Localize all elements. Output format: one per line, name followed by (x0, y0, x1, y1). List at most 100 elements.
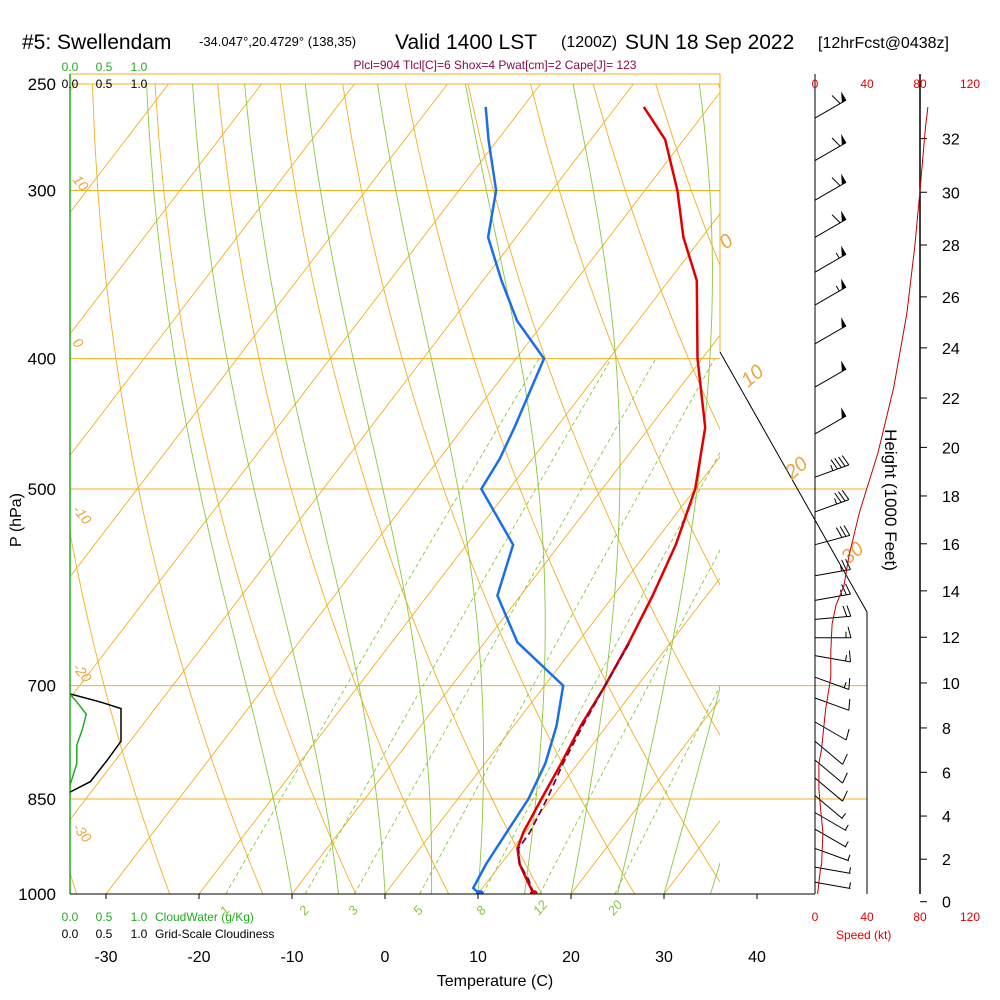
zulu-time: (1200Z) (561, 34, 617, 51)
height-tick-6: 6 (942, 765, 951, 782)
wind-speed-line (817, 106, 929, 895)
height-profile-outline (719, 351, 868, 894)
wind-barb-flag (834, 492, 842, 503)
cloudiness-bottom-tick-0: 0.0 (62, 927, 79, 941)
wind-barb-pennant (841, 133, 847, 146)
mixing-ratio-label-8: 8 (473, 902, 490, 918)
temp-tick-10: 10 (469, 949, 487, 966)
isotherm-label-left-2: -10 (70, 502, 95, 528)
moist-adiabat-0 (244, 83, 386, 894)
wind-barb-8 (814, 407, 847, 435)
wind-barb-flag (843, 525, 851, 536)
wind-barb-16 (814, 650, 851, 663)
wind-barb-staff (814, 697, 849, 711)
wind-barb-staff (814, 325, 847, 345)
height-tick-14: 14 (942, 584, 960, 601)
wind-barb-staff (814, 99, 847, 119)
isotherm-label-left-3: -20 (70, 660, 95, 686)
height-tick-0: 0 (942, 895, 951, 912)
wind-barb-11 (814, 525, 851, 546)
wind-barb-21 (814, 759, 848, 784)
cloudiness-top-tick-2: 1.0 (131, 77, 148, 91)
mixing-ratio-1 (225, 358, 540, 894)
valid-time: Valid 1400 LST (395, 31, 537, 54)
stability-indices: Plcl=904 Tlcl[C]=6 Shox=4 Pwat[cm]=2 Cap… (354, 58, 637, 72)
speed-top-tick-0: 0 (812, 77, 819, 91)
wind-barb-flag (834, 458, 842, 468)
wind-barb-pennant (841, 245, 847, 257)
wind-barb-staff (814, 593, 851, 601)
cloudwater-top-tick-0: 0.0 (62, 60, 79, 74)
cloudwater-bottom-tick-1: 0.5 (96, 910, 113, 924)
mixing-ratio-3 (354, 358, 657, 894)
speed-bottom-tick-0: 0 (812, 910, 819, 924)
wind-barb-pennant (841, 317, 847, 329)
cloudwater-top-tick-1: 0.5 (96, 60, 113, 74)
height-tick-2: 2 (942, 852, 951, 869)
wind-barb-flag (839, 526, 847, 537)
height-tick-4: 4 (942, 809, 951, 826)
station-coords: -34.047°,20.4729° (138,35) (199, 34, 356, 49)
wind-barb-7 (814, 360, 847, 388)
isotherm-label-right-2: 20 (780, 453, 812, 485)
wind-barb-staff (814, 721, 847, 741)
cloudiness-bottom-tick-1: 0.5 (96, 927, 113, 941)
wind-barb-pennant (841, 210, 847, 222)
wind-barb-25 (814, 828, 849, 848)
cloudiness-top-tick-0: 0.0 (62, 77, 79, 91)
wind-barb-staff (814, 464, 849, 478)
pressure-tick-300: 300 (28, 182, 56, 201)
isotherm-label-left-4: -30 (70, 820, 95, 846)
speed-bottom-tick-3: 120 (960, 910, 980, 924)
wind-barb-flag (847, 626, 852, 638)
wind-barb-staff (814, 534, 850, 546)
pressure-tick-700: 700 (28, 677, 56, 696)
height-tick-26: 26 (942, 290, 960, 307)
isotherm-20 (570, 698, 720, 894)
moist-adiabat--5 (192, 83, 339, 894)
wind-barb-halfflag (830, 464, 834, 471)
wind-barb-26 (814, 847, 851, 862)
wind-barb-flag (848, 678, 851, 690)
cloud-profile (69, 693, 122, 793)
wind-barb-flag (845, 728, 850, 741)
surface-temperature-point (529, 890, 538, 894)
wind-barb-19 (814, 721, 850, 741)
wind-barb-staff (814, 777, 843, 802)
wind-speed-profile (817, 106, 929, 895)
wind-barb-pennant (841, 360, 847, 372)
temperature-line (516, 106, 707, 894)
wind-barb-staff (814, 368, 847, 388)
isotherm--30 (105, 91, 720, 894)
wind-barb-halfflag (845, 655, 848, 662)
speed-top-tick-1: 40 (860, 77, 874, 91)
isotherm-label-right-0: 0 (715, 230, 738, 254)
dry-adiabat-260 (91, 83, 264, 894)
dry-adiabat-310 (404, 83, 720, 883)
sounding-series (471, 106, 707, 894)
height-tick-24: 24 (942, 341, 960, 358)
wind-barb-halfflag (844, 841, 849, 847)
dry-adiabat-300 (342, 83, 636, 894)
wind-barb-28 (814, 881, 852, 889)
isobar-lines (70, 83, 867, 800)
wind-barb-halfflag (834, 498, 838, 505)
wind-barb-flag (831, 177, 841, 187)
x-axis-title: Temperature (C) (437, 973, 553, 990)
speed-top-tick-2: 80 (913, 77, 927, 91)
moist-adiabat--10 (146, 83, 293, 894)
wind-barb-halfflag (840, 565, 843, 572)
height-tick-16: 16 (942, 537, 960, 554)
temp-tick--20: -20 (187, 949, 210, 966)
dewpoint-line (471, 106, 565, 894)
wind-barb-halfflag (835, 252, 840, 259)
speed-label: Speed (kt) (836, 928, 891, 942)
moist-adiabat-30 (663, 685, 720, 894)
isotherm-label-left-1: 0 (70, 335, 87, 351)
temp-tick--10: -10 (280, 949, 303, 966)
pressure-tick-500: 500 (28, 480, 56, 499)
height-tick-20: 20 (942, 440, 960, 457)
mixing-ratio-2 (304, 358, 612, 894)
wind-barb-staff (814, 142, 847, 161)
wind-barb-staff (814, 415, 847, 435)
